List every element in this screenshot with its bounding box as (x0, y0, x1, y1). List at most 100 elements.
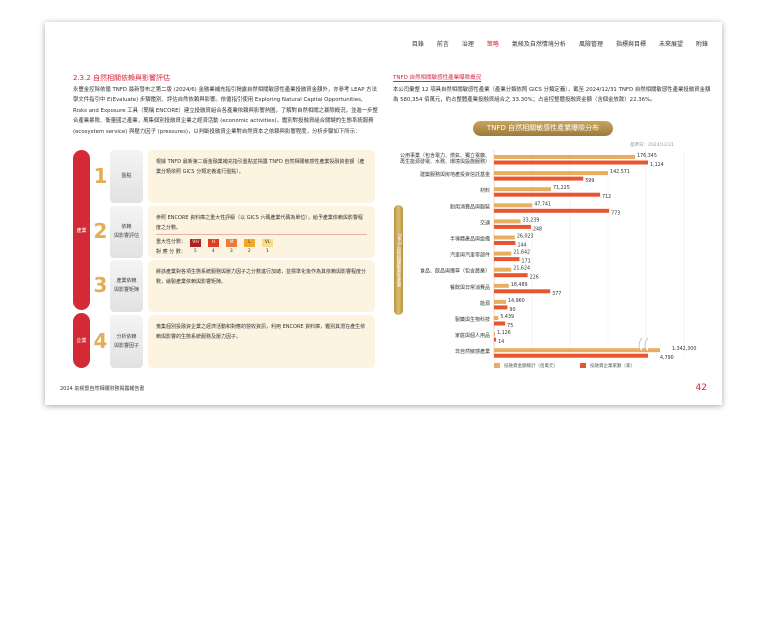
bar (494, 289, 551, 294)
nav-item[interactable]: 附錄 (695, 41, 708, 48)
bar (494, 257, 520, 262)
level-badge: H (208, 238, 220, 247)
nav-item[interactable]: 前言 (436, 41, 449, 48)
category-label: 能源 (480, 300, 490, 307)
bar (494, 208, 610, 213)
data-label: 71,225 (553, 185, 570, 191)
bar (494, 187, 551, 192)
category-label: 交通 (480, 219, 490, 226)
score-value: 4 (211, 249, 215, 255)
score-row: 對 應 分 數： 5 4 3 2 1 (156, 248, 367, 258)
data-label: 90 (509, 307, 515, 313)
data-label: 377 (552, 291, 561, 297)
level-badge: M (226, 238, 238, 247)
bar (494, 203, 533, 208)
bar (494, 299, 506, 304)
nav-item[interactable]: 目錄 (411, 41, 424, 48)
data-label: 18,489 (511, 282, 528, 288)
category-label: 製藥與生物科技 (455, 316, 490, 323)
bar (494, 171, 609, 176)
nav-item[interactable]: 未來展望 (658, 41, 683, 48)
step-label: 依賴 與影響評估 (110, 206, 143, 258)
data-label: 1,342,300 (672, 346, 696, 352)
category-label: 家庭與個人用品 (455, 332, 490, 339)
data-label: 21,624 (513, 266, 530, 272)
level-badge: VL (262, 238, 274, 247)
bar (494, 305, 508, 310)
data-label: 75 (507, 323, 513, 329)
level-badge: L (244, 238, 256, 247)
data-label: 248 (533, 226, 542, 232)
nav-item[interactable]: 風險管理 (578, 41, 603, 48)
report-page: 目錄 前言 治理 策略 氣候及自然情境分析 風險管理 指標與目標 未來展望 附錄 2.3.2 自… (45, 22, 722, 405)
nav-item[interactable]: 策略 (486, 41, 499, 48)
bar (494, 251, 512, 256)
step-label: 產業依賴 與影響矩陣 (110, 260, 143, 312)
category-label: 材料 (480, 187, 490, 194)
nav-item[interactable]: 指標與目標 (615, 41, 646, 48)
step-label-line: 盤點 (121, 173, 132, 179)
bar (494, 273, 528, 278)
legend-count: 投融資企業家數（家） (580, 363, 635, 369)
score-value: 5 (193, 249, 197, 255)
step-label-line: 分析依賴 (116, 333, 137, 340)
step-text: 根據 TNFD 最新第二版金融業補充指引盤點並揭露 TNFD 自然相關敏感性產業… (156, 159, 365, 175)
category-label: 食品、飲品與煙草（包含農業） (420, 268, 490, 275)
exposure-bar-chart: 公用事業（包含電力、燃氣、獨立電廠、再生能源發電、水務、環境與設施服務） 176,… (400, 150, 696, 361)
data-label: 176,345 (637, 153, 657, 159)
score-value: 3 (229, 249, 233, 255)
category-label: 非自然敏感產業 (455, 348, 490, 355)
step-number: 2 (93, 219, 108, 243)
step-text: 蒐集個別投融資企業之經濟活動和對應的營收資訊，利用 ENCORE 資料庫，鑑別其… (156, 324, 366, 340)
nav-item[interactable]: 氣候及自然情境分析 (511, 41, 566, 48)
bar (494, 348, 660, 353)
step-text: 參照 ENCORE 資料庫之重大性評級（以 GICS 六碼產業代碼為單位），給予… (156, 215, 363, 231)
data-label: 1,126 (497, 330, 511, 336)
category-label: 公用事業（包含電力、燃氣、獨立電廠、再生能源發電、水務、環境與設施服務） (400, 152, 490, 165)
category-label: 耐用消費品與服裝 (450, 203, 490, 210)
bar (494, 192, 601, 197)
step-description: 將該產業對各項生態系統服務與壓力因子之分數進行加總，並標準化後作為其依賴與影響程… (148, 260, 375, 312)
vertical-category-label: TNFD 自然相關敏感性產業 (394, 205, 403, 315)
bar (494, 241, 516, 245)
bar (494, 267, 512, 272)
base-date: 基準日：2024/12/31 (630, 143, 674, 148)
data-label: 33,239 (523, 217, 540, 223)
step-description: 根據 TNFD 最新第二版金融業補充指引盤點並揭露 TNFD 自然相關敏感性產業… (148, 150, 375, 203)
step-label: 盤點 (110, 150, 143, 203)
bar (494, 337, 497, 342)
bar (494, 219, 521, 224)
level-badge: VH (190, 238, 202, 247)
step-label-line: 與影響矩陣 (113, 287, 139, 293)
data-label: 21,642 (513, 250, 530, 256)
legend-amount: 投融資金額總計（佰萬元） (494, 363, 558, 369)
data-label: 1,124 (650, 162, 664, 168)
category-label: 汽車與汽車零部件 (450, 252, 490, 259)
intro-paragraph: 永豐金控除依循 TNFD 最新發布之第二版 (2024/6) 金融業補充指引揭露… (73, 87, 378, 135)
score-value: 1 (265, 249, 269, 255)
group-company-pill: 企業 (73, 313, 90, 368)
axis-break-icon (638, 337, 649, 353)
bar (494, 332, 495, 337)
category-label: 餐飲與日常消費品 (450, 284, 490, 291)
page-number: 42 (695, 383, 707, 393)
bar (494, 224, 531, 229)
data-label: 226 (530, 275, 539, 281)
group-industry-pill: 產業 (73, 150, 90, 310)
data-label: 773 (611, 210, 620, 216)
nav-item[interactable]: 治理 (461, 41, 474, 48)
bar (494, 353, 648, 358)
step-description: 蒐集個別投融資企業之經濟活動和對應的營收資訊，利用 ENCORE 資料庫，鑑別其… (148, 315, 375, 368)
data-label: 144 (517, 243, 526, 249)
category-line: 公用事業（包含電力、燃氣、獨立電廠、 (400, 152, 490, 159)
data-label: 142,571 (610, 169, 630, 175)
data-label: 171 (521, 259, 530, 265)
bar (494, 283, 509, 288)
section-title: 2.3.2 自然相關依賴與影響評估 (73, 74, 171, 82)
category-line: 再生能源發電、水務、環境與設施服務） (400, 158, 490, 165)
step-number: 1 (93, 163, 108, 188)
step-label-line: 依賴 (121, 224, 132, 230)
data-label: 5,439 (500, 314, 514, 320)
score-value: 2 (247, 249, 251, 255)
category-label: 半導體產品與設備 (450, 236, 490, 243)
